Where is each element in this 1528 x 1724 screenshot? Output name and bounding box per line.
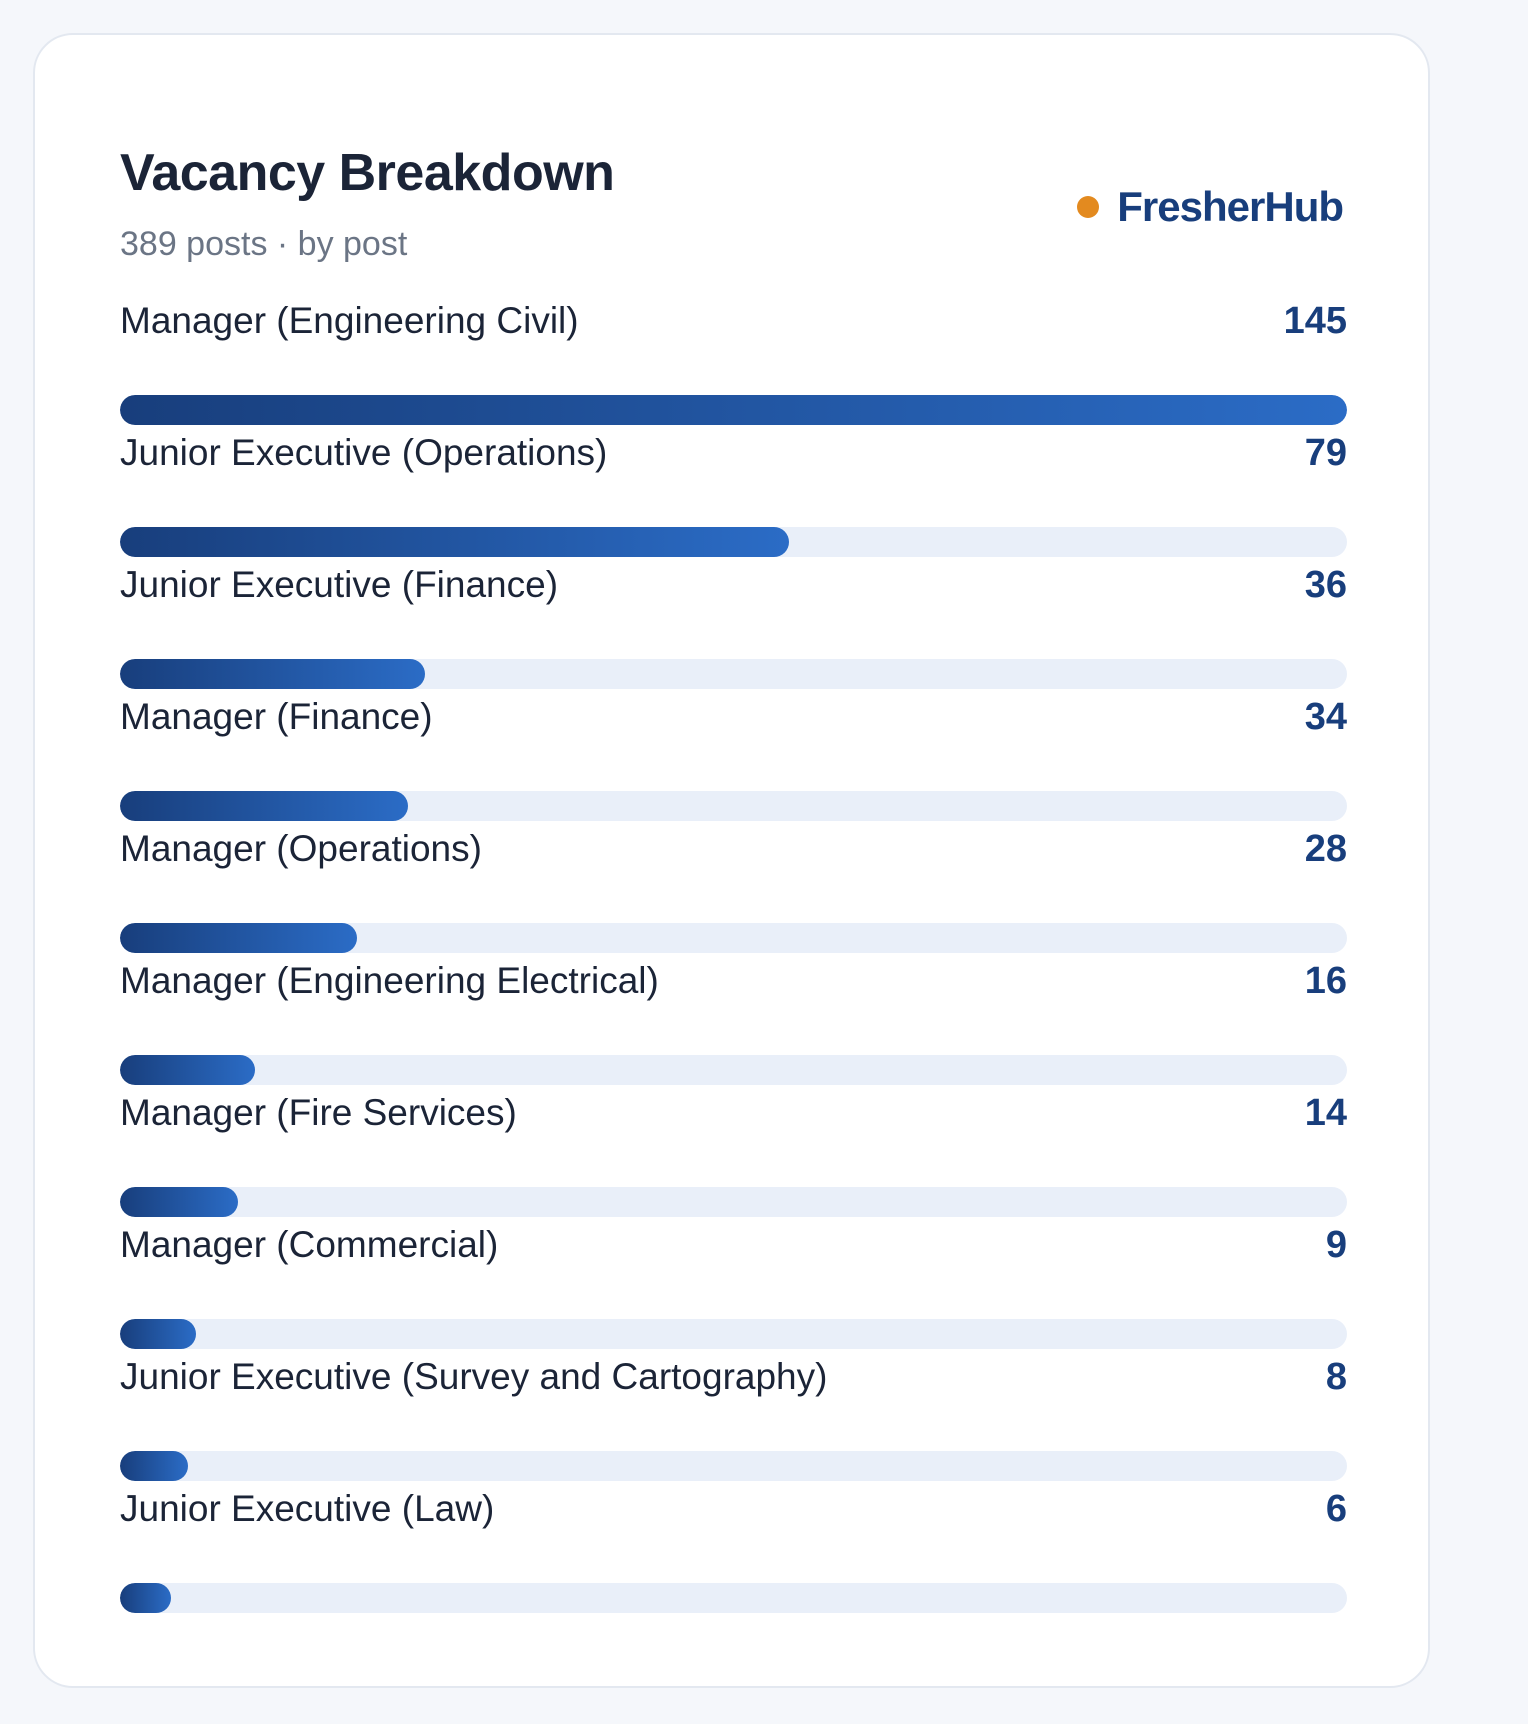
bar-track <box>120 395 1347 425</box>
bar-value-label: 9 <box>1325 1224 1347 1266</box>
bar-value-label: 34 <box>1304 696 1347 738</box>
bar-value-label: 36 <box>1304 564 1347 606</box>
bar-row: Manager (Engineering Electrical) 16 <box>120 959 1347 1091</box>
bar-list: Manager (Engineering Civil) 145 Junior Exe… <box>120 299 1347 1619</box>
chart-subtitle: 389 posts · by post <box>120 225 408 263</box>
bar-fill <box>120 923 357 953</box>
bar-track <box>120 791 1347 821</box>
bar-label: Manager (Commercial) <box>120 1224 499 1265</box>
bar-value-label: 28 <box>1304 828 1347 870</box>
bar-row: Manager (Operations) 28 <box>120 827 1347 959</box>
bar-fill <box>120 659 425 689</box>
bar-label: Junior Executive (Finance) <box>120 564 559 605</box>
bar-row: Manager (Engineering Civil) 145 <box>120 299 1347 431</box>
bar-value-label: 14 <box>1304 1092 1347 1134</box>
bar-track <box>120 1187 1347 1217</box>
bar-row: Junior Executive (Operations) 79 <box>120 431 1347 563</box>
bar-row: Junior Executive (Law) 6 <box>120 1487 1347 1619</box>
bar-fill <box>120 1187 239 1217</box>
brand-dot-icon <box>1077 196 1100 218</box>
bar-row: Manager (Fire Services) 14 <box>120 1091 1347 1223</box>
bar-fill <box>120 1055 256 1085</box>
bar-fill <box>120 1583 171 1613</box>
bar-fill <box>120 1319 197 1349</box>
bar-fill <box>120 395 1347 425</box>
bar-fill <box>120 527 789 557</box>
chart-title: Vacancy Breakdown <box>120 144 615 202</box>
bar-track <box>120 527 1347 557</box>
bar-row: Manager (Finance) 34 <box>120 695 1347 827</box>
bar-label: Manager (Finance) <box>120 696 433 737</box>
bar-track <box>120 1319 1347 1349</box>
bar-label: Manager (Engineering Civil) <box>120 300 579 341</box>
brand-name: FresherHub <box>1117 183 1344 230</box>
bar-value-label: 8 <box>1325 1356 1347 1398</box>
bar-label: Manager (Operations) <box>120 828 482 869</box>
bar-label: Junior Executive (Survey and Cartography… <box>120 1356 828 1397</box>
bar-fill <box>120 791 408 821</box>
bar-label: Junior Executive (Law) <box>120 1488 495 1529</box>
bar-label: Manager (Fire Services) <box>120 1092 517 1133</box>
bar-value-label: 79 <box>1304 432 1347 474</box>
bar-fill <box>120 1451 188 1481</box>
bar-label: Junior Executive (Operations) <box>120 432 608 473</box>
bar-track <box>120 1451 1347 1481</box>
bar-track <box>120 1055 1347 1085</box>
bar-value-label: 145 <box>1283 300 1347 342</box>
bar-track <box>120 659 1347 689</box>
bar-value-label: 6 <box>1325 1488 1347 1530</box>
bar-value-label: 16 <box>1304 960 1347 1002</box>
bar-row: Junior Executive (Survey and Cartography… <box>120 1355 1347 1487</box>
brand-logo: FresherHub <box>1077 183 1344 230</box>
card-header: Vacancy Breakdown 389 posts · by post Fr… <box>120 115 1344 261</box>
bar-track <box>120 1583 1347 1613</box>
bar-track <box>120 923 1347 953</box>
bar-row: Manager (Commercial) 9 <box>120 1223 1347 1355</box>
bar-row: Junior Executive (Finance) 36 <box>120 563 1347 695</box>
vacancy-card: Vacancy Breakdown 389 posts · by post Fr… <box>33 33 1430 1688</box>
bar-label: Manager (Engineering Electrical) <box>120 960 659 1001</box>
